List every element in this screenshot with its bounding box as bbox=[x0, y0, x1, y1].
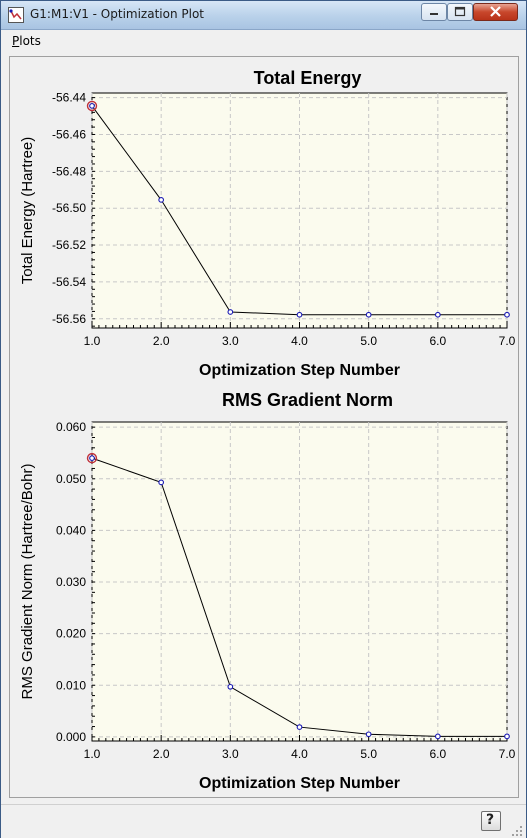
chart-title: Total Energy bbox=[254, 68, 362, 88]
x-tick-label: 2.0 bbox=[153, 334, 170, 348]
y-tick-label: -56.56 bbox=[52, 312, 86, 326]
help-icon: ? bbox=[486, 812, 495, 828]
plot-area: -56.44 -56.46 -56.48 -56.50 -56.52 -56.54 -56.… bbox=[9, 56, 519, 798]
chart-2: 0.000 0.010 0.020 0.030 0.040 0.050 0.060 1.0 2.… bbox=[19, 390, 516, 792]
x-tick-label: 7.0 bbox=[499, 747, 516, 761]
x-axis-label: Optimization Step Number bbox=[199, 775, 400, 792]
y-axis-label: RMS Gradient Norm (Hartree/Bohr) bbox=[19, 464, 36, 700]
data-point bbox=[158, 197, 165, 203]
app-icon bbox=[8, 7, 24, 23]
y-tick-label: 0.030 bbox=[56, 575, 86, 589]
data-point bbox=[227, 309, 234, 315]
x-tick-label: 5.0 bbox=[360, 334, 377, 348]
y-tick-label: 0.040 bbox=[56, 523, 86, 537]
menu-plots[interactable]: Plots bbox=[12, 34, 41, 48]
y-tick-label: -56.50 bbox=[52, 201, 86, 215]
status-bar: ? bbox=[1, 804, 526, 838]
data-point bbox=[227, 683, 234, 690]
data-point bbox=[504, 733, 510, 740]
y-tick-label: -56.54 bbox=[52, 275, 86, 289]
y-tick-label: -56.44 bbox=[52, 91, 86, 105]
data-point bbox=[89, 455, 95, 461]
data-point bbox=[504, 311, 510, 318]
menu-plots-mnemonic: P bbox=[12, 34, 20, 48]
minimize-icon bbox=[430, 13, 438, 15]
x-tick-label: 6.0 bbox=[429, 334, 446, 348]
x-axis-label: Optimization Step Number bbox=[199, 362, 400, 379]
highlight-marker bbox=[86, 452, 98, 464]
y-tick-label: -56.48 bbox=[52, 164, 86, 178]
data-point bbox=[296, 311, 303, 318]
x-tick-label: 5.0 bbox=[360, 747, 377, 761]
chart-1: -56.44 -56.46 -56.48 -56.50 -56.52 -56.54 -56.… bbox=[19, 68, 516, 379]
data-point bbox=[89, 103, 95, 109]
x-tick-label: 4.0 bbox=[291, 747, 308, 761]
y-tick-label: -56.46 bbox=[52, 127, 86, 141]
y-axis-label: Total Energy (Hartree) bbox=[19, 137, 36, 285]
minimize-button[interactable] bbox=[421, 3, 447, 21]
menu-plots-label: lots bbox=[19, 34, 41, 48]
help-button[interactable]: ? bbox=[481, 811, 501, 831]
close-button[interactable] bbox=[473, 3, 518, 21]
highlight-marker bbox=[86, 100, 98, 112]
close-icon bbox=[490, 6, 501, 17]
data-point bbox=[296, 724, 303, 730]
menu-bar: Plots bbox=[1, 30, 526, 52]
y-tick-label: -56.52 bbox=[52, 238, 86, 252]
y-tick-label: 0.050 bbox=[56, 472, 86, 486]
data-point bbox=[434, 311, 441, 318]
y-tick-label: 0.000 bbox=[56, 730, 86, 744]
y-tick-label: 0.010 bbox=[56, 678, 86, 692]
chart-title: RMS Gradient Norm bbox=[222, 390, 393, 410]
data-point bbox=[365, 731, 372, 738]
y-tick-label: 0.020 bbox=[56, 627, 86, 641]
x-tick-label: 4.0 bbox=[291, 334, 308, 348]
x-tick-label: 3.0 bbox=[222, 334, 239, 348]
maximize-icon bbox=[454, 6, 466, 17]
x-tick-label: 3.0 bbox=[222, 747, 239, 761]
y-tick-label: 0.060 bbox=[56, 420, 86, 434]
resize-grip-icon[interactable] bbox=[511, 825, 523, 837]
data-point bbox=[158, 479, 165, 486]
data-point bbox=[365, 311, 372, 318]
data-point bbox=[434, 733, 441, 740]
x-tick-label: 7.0 bbox=[499, 334, 516, 348]
x-tick-label: 6.0 bbox=[429, 747, 446, 761]
window-title: G1:M1:V1 - Optimization Plot bbox=[30, 7, 205, 21]
plot-background bbox=[91, 421, 508, 742]
x-tick-label: 2.0 bbox=[153, 747, 170, 761]
x-tick-label: 1.0 bbox=[84, 334, 101, 348]
charts-canvas: -56.44 -56.46 -56.48 -56.50 -56.52 -56.54 -56.… bbox=[19, 68, 516, 792]
plot-background bbox=[91, 92, 508, 329]
maximize-button[interactable] bbox=[447, 3, 473, 21]
x-tick-label: 1.0 bbox=[84, 747, 101, 761]
title-bar[interactable]: G1:M1:V1 - Optimization Plot bbox=[1, 1, 526, 30]
